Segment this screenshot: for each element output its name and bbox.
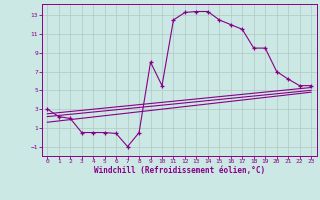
X-axis label: Windchill (Refroidissement éolien,°C): Windchill (Refroidissement éolien,°C) — [94, 166, 265, 175]
